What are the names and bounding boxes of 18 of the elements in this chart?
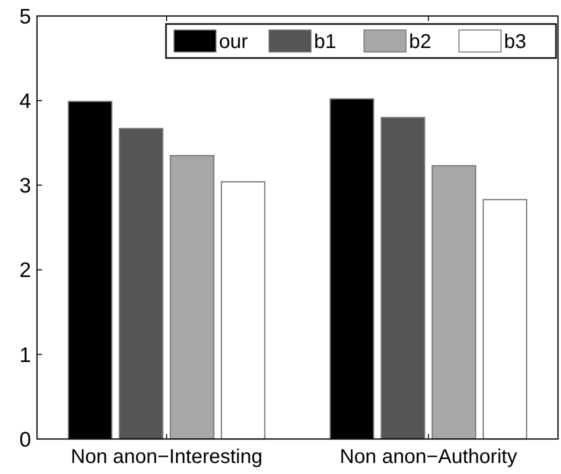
y-tick-label: 2 [19, 259, 31, 282]
legend-label: b3 [504, 31, 526, 53]
y-tick-label: 4 [19, 90, 32, 113]
y-tick-label: 1 [19, 344, 31, 367]
bar [380, 116, 426, 440]
bar [482, 198, 528, 440]
legend-label: our [219, 31, 248, 53]
bar [118, 128, 164, 440]
x-tick-label: Non anon−Interesting [70, 446, 262, 468]
y-tick-label: 5 [19, 5, 31, 28]
bar [432, 165, 476, 440]
y-tick-label: 3 [19, 174, 31, 198]
legend-label: b2 [409, 31, 432, 53]
bar [170, 154, 214, 440]
x-tick-label: Non anon−Authority [340, 446, 518, 468]
bar [220, 181, 266, 440]
y-tick-label: 0 [19, 428, 31, 452]
legend-label: b1 [314, 31, 336, 53]
